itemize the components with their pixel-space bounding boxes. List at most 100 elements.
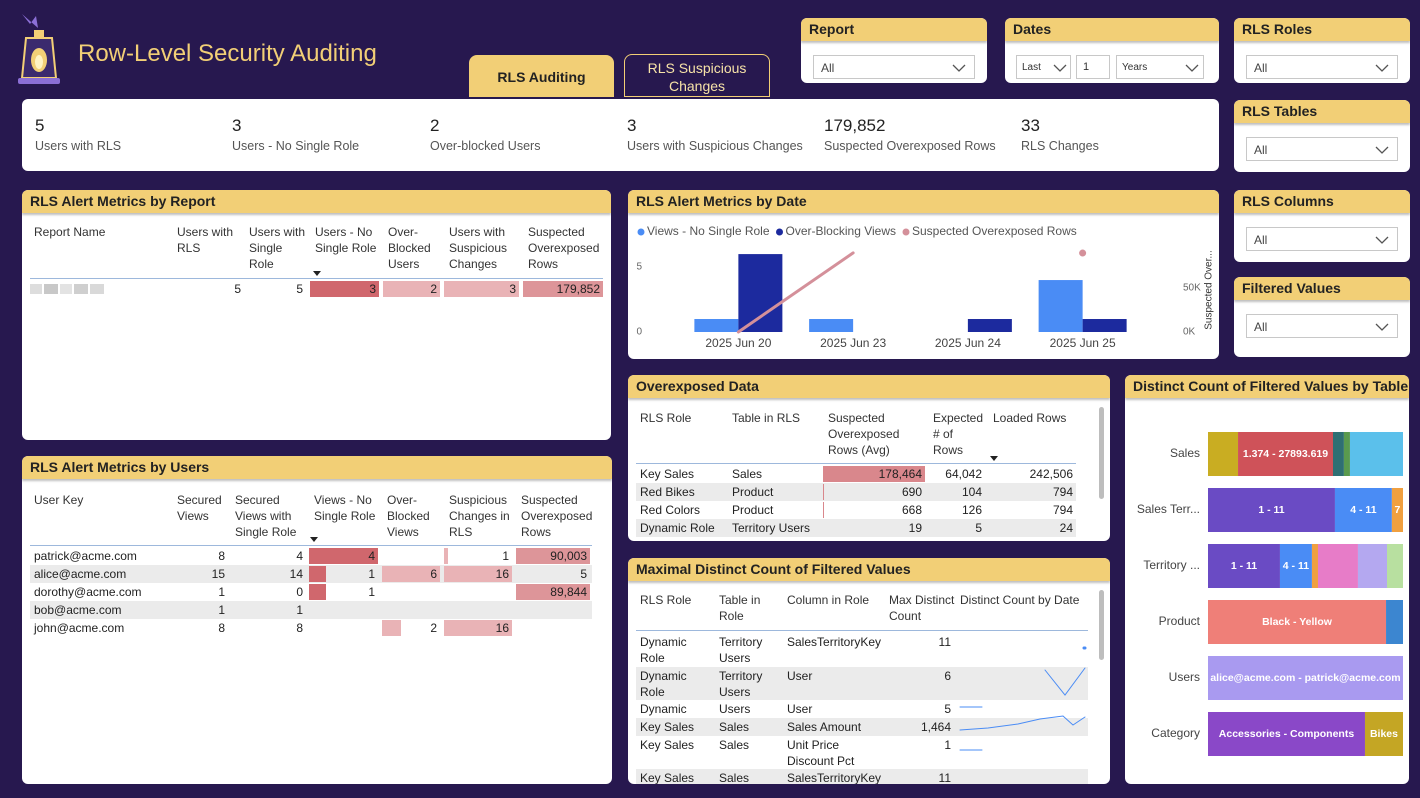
cell: 1 <box>218 585 225 599</box>
cell: Sales Amount <box>787 720 862 734</box>
panel: Filtered Values All <box>1234 277 1410 357</box>
column-header: Over-Blocked Users <box>388 225 431 271</box>
dropdown[interactable]: All <box>813 55 975 79</box>
cell: 14 <box>289 567 303 581</box>
dropdown[interactable]: All <box>1246 314 1398 338</box>
chevron <box>1375 236 1389 244</box>
data-bar <box>309 566 327 582</box>
cell: 15 <box>211 567 225 581</box>
cell: User <box>787 669 813 683</box>
cell: Key Sales <box>640 738 695 752</box>
chevron-path <box>1053 64 1067 72</box>
cell: 5 <box>975 521 982 535</box>
column-header: Users with RLS <box>177 225 234 255</box>
panel: RLS Alert Metrics by Users User Key Secure… <box>22 456 612 784</box>
kpi-caption: Users with Suspicious Changes <box>627 139 803 153</box>
page-title: Row-Level Security Auditing <box>78 40 377 67</box>
dropdown[interactable]: All <box>1246 55 1398 79</box>
panel-title: RLS Tables <box>1234 100 1410 123</box>
data-bar <box>310 281 379 297</box>
cell: 126 <box>961 503 982 517</box>
dropdown[interactable]: Last <box>1016 55 1071 79</box>
dropdown-value: All <box>1254 61 1268 75</box>
scrollbar <box>1099 407 1104 499</box>
panel: RLS Tables All <box>1234 100 1410 172</box>
column-header: Distinct Count by Date <box>960 593 1080 607</box>
cell: 5 <box>944 702 951 716</box>
tab[interactable]: RLS Suspicious Changes <box>624 54 770 97</box>
dropdown-value: Last <box>1022 62 1041 73</box>
column-header: Suspected Overexposed Rows (Avg) <box>828 411 900 457</box>
dropdown[interactable]: All <box>1246 137 1398 161</box>
cell: User <box>787 702 813 716</box>
cell: Dynamic Role <box>640 635 687 665</box>
panel: Report All <box>801 18 987 83</box>
cell: 178,464 <box>878 467 922 481</box>
panel-title: RLS Columns <box>1234 190 1410 213</box>
chevron-path <box>1375 236 1389 244</box>
row-shade <box>30 601 592 619</box>
cell: 0 <box>296 585 303 599</box>
kpi-value: 179,852 <box>824 116 886 135</box>
chevron <box>1185 64 1199 72</box>
redacted-name <box>44 284 58 294</box>
cell: 1 <box>368 567 375 581</box>
row-shade <box>636 519 1076 537</box>
dropdown[interactable]: All <box>1246 227 1398 251</box>
data-bar <box>523 281 603 297</box>
panel: Distinct Count of Filtered Values by Tab… <box>1125 375 1409 784</box>
panel: RLS Roles All <box>1234 18 1410 83</box>
panel: RLS Alert Metrics by Date <box>628 190 1219 359</box>
cell: Product <box>732 485 774 499</box>
sort-arrow-shape <box>990 456 998 461</box>
panel-title: Overexposed Data <box>628 375 1110 398</box>
cell: 8 <box>296 621 303 635</box>
column-header: Users with Single Role <box>249 225 306 271</box>
dropdown-value: All <box>821 61 835 75</box>
panel-title: Distinct Count of Filtered Values by Tab… <box>1125 375 1409 398</box>
data-bar <box>444 281 519 297</box>
sort-arrow <box>310 537 318 542</box>
cell: SalesTerritoryKey <box>787 771 882 784</box>
chevron-path <box>1375 64 1389 72</box>
cell: 8 <box>218 549 225 563</box>
redacted-name <box>60 284 72 294</box>
cell: 794 <box>1052 485 1073 499</box>
cell: 64,042 <box>945 467 982 481</box>
input[interactable]: 1 <box>1076 55 1110 79</box>
cell: 4 <box>368 549 375 563</box>
cell: 5 <box>296 282 303 296</box>
chevron-path <box>1375 146 1389 154</box>
column-header: Users with Suspicious Changes <box>449 225 508 271</box>
kpi-value: 33 <box>1021 116 1040 135</box>
cell: 8 <box>218 621 225 635</box>
column-header: Table in Role <box>719 593 761 623</box>
cell: Sales <box>719 720 750 734</box>
cell: 104 <box>961 485 982 499</box>
header-rule <box>636 463 1076 464</box>
cell: 11 <box>938 771 951 784</box>
panel-title: Maximal Distinct Count of Filtered Value… <box>628 558 1110 581</box>
data-bar <box>382 620 402 636</box>
cell: 6 <box>430 567 437 581</box>
dropdown[interactable]: Years <box>1116 55 1204 79</box>
chevron-path <box>1185 64 1199 72</box>
kpi-value: 5 <box>35 116 45 135</box>
column-header: Views - No Single Role <box>314 493 376 523</box>
sparklines <box>959 646 1087 751</box>
data-bar <box>444 548 449 564</box>
cell: 794 <box>1052 503 1073 517</box>
cell: john@acme.com <box>34 621 125 635</box>
redacted-name <box>90 284 104 294</box>
chevron <box>1053 64 1067 72</box>
row-shade <box>636 769 1088 784</box>
kpi-value: 3 <box>627 116 637 135</box>
tab[interactable]: RLS Auditing <box>469 55 614 97</box>
chevron-path <box>1375 323 1389 331</box>
cell: 89,844 <box>550 585 587 599</box>
cell: Sales <box>719 738 750 752</box>
panel: Dates Last 1 Years <box>1005 18 1219 83</box>
data-bar <box>444 566 512 582</box>
cell: 2 <box>430 282 437 296</box>
cell: 4 <box>296 549 303 563</box>
